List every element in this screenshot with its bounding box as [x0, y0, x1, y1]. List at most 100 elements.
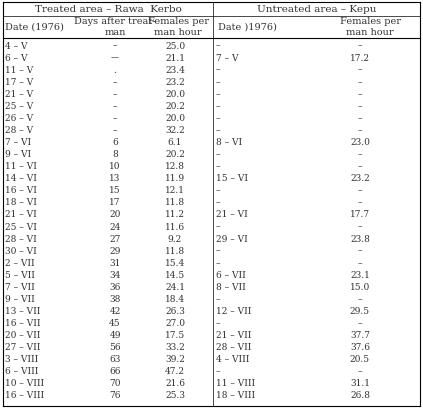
Text: 15.0: 15.0	[350, 283, 370, 292]
Text: 26 – V: 26 – V	[5, 114, 33, 123]
Text: 26.8: 26.8	[350, 391, 370, 401]
Text: 10 – VIII: 10 – VIII	[5, 379, 44, 388]
Text: 12 – VII: 12 – VII	[216, 307, 251, 316]
Text: –: –	[113, 102, 117, 111]
Text: 13: 13	[109, 174, 121, 183]
Text: –: –	[358, 126, 362, 135]
Text: –: –	[216, 150, 220, 159]
Text: 38: 38	[109, 295, 121, 304]
Text: –: –	[113, 126, 117, 135]
Text: 7 – V: 7 – V	[216, 53, 239, 62]
Text: 27.0: 27.0	[165, 319, 185, 328]
Text: 20.0: 20.0	[165, 114, 185, 123]
Text: 20.5: 20.5	[350, 355, 370, 364]
Text: 21.6: 21.6	[165, 379, 185, 388]
Text: 13 – VII: 13 – VII	[5, 307, 40, 316]
Text: 11 – VIII: 11 – VIII	[216, 379, 255, 388]
Text: 25.0: 25.0	[165, 42, 185, 51]
Text: 6.1: 6.1	[168, 138, 182, 147]
Text: 15 – VI: 15 – VI	[216, 174, 248, 183]
Text: 9 – VI: 9 – VI	[5, 150, 31, 159]
Text: 21 – VI: 21 – VI	[5, 211, 37, 220]
Text: 6 – V: 6 – V	[5, 53, 27, 62]
Text: 76: 76	[109, 391, 121, 401]
Text: –: –	[358, 186, 362, 195]
Text: 23.2: 23.2	[350, 174, 370, 183]
Text: 17: 17	[109, 198, 121, 207]
Text: 5 – VII: 5 – VII	[5, 271, 35, 280]
Text: 24.1: 24.1	[165, 283, 185, 292]
Text: 15.4: 15.4	[165, 259, 185, 268]
Text: –: –	[358, 295, 362, 304]
Text: 28 – VII: 28 – VII	[216, 343, 251, 352]
Text: 26.3: 26.3	[165, 307, 185, 316]
Text: –: –	[216, 90, 220, 99]
Text: ––: ––	[110, 53, 120, 62]
Text: 9 – VII: 9 – VII	[5, 295, 35, 304]
Text: 37.7: 37.7	[350, 331, 370, 340]
Text: 17.5: 17.5	[165, 331, 185, 340]
Text: 20.2: 20.2	[165, 150, 185, 159]
Text: –: –	[358, 367, 362, 376]
Text: 31: 31	[109, 259, 121, 268]
Text: –: –	[216, 102, 220, 111]
Text: 8 – VI: 8 – VI	[216, 138, 242, 147]
Text: 29: 29	[109, 247, 121, 256]
Text: –: –	[358, 198, 362, 207]
Text: 25 – VI: 25 – VI	[5, 222, 37, 231]
Text: –: –	[358, 102, 362, 111]
Text: 34: 34	[109, 271, 121, 280]
Text: 30 – VI: 30 – VI	[5, 247, 37, 256]
Text: 21.1: 21.1	[165, 53, 185, 62]
Text: 16 – VII: 16 – VII	[5, 319, 41, 328]
Text: 23.4: 23.4	[165, 66, 185, 75]
Text: 33.2: 33.2	[165, 343, 185, 352]
Text: –: –	[216, 114, 220, 123]
Text: –: –	[358, 90, 362, 99]
Text: 20.0: 20.0	[165, 90, 185, 99]
Text: 18 – VI: 18 – VI	[5, 198, 37, 207]
Text: 21 – VII: 21 – VII	[216, 331, 251, 340]
Text: –: –	[113, 90, 117, 99]
Text: 10: 10	[109, 162, 121, 171]
Text: 6 – VII: 6 – VII	[216, 271, 246, 280]
Text: 70: 70	[109, 379, 121, 388]
Text: –: –	[358, 42, 362, 51]
Text: –: –	[216, 295, 220, 304]
Text: 18.4: 18.4	[165, 295, 185, 304]
Text: 21 – VI: 21 – VI	[216, 211, 248, 220]
Text: 23.1: 23.1	[350, 271, 370, 280]
Text: –: –	[216, 247, 220, 256]
Text: 36: 36	[109, 283, 121, 292]
Text: 24: 24	[109, 222, 121, 231]
Text: 27 – VII: 27 – VII	[5, 343, 40, 352]
Text: 15: 15	[109, 186, 121, 195]
Text: 66: 66	[109, 367, 121, 376]
Text: 28 – V: 28 – V	[5, 126, 33, 135]
Text: 12.1: 12.1	[165, 186, 185, 195]
Text: –: –	[358, 222, 362, 231]
Text: –: –	[113, 114, 117, 123]
Text: 28 – VI: 28 – VI	[5, 235, 37, 244]
Text: 20.2: 20.2	[165, 102, 185, 111]
Text: 32.2: 32.2	[165, 126, 185, 135]
Text: 63: 63	[109, 355, 121, 364]
Text: 11.9: 11.9	[165, 174, 185, 183]
Text: Females per
man hour: Females per man hour	[148, 17, 209, 37]
Text: –: –	[216, 259, 220, 268]
Text: –: –	[358, 162, 362, 171]
Text: 11 – VI: 11 – VI	[5, 162, 37, 171]
Text: 11.6: 11.6	[165, 222, 185, 231]
Text: 23.2: 23.2	[165, 78, 185, 87]
Text: 31.1: 31.1	[350, 379, 370, 388]
Text: 16 – VIII: 16 – VIII	[5, 391, 44, 401]
Text: –: –	[216, 198, 220, 207]
Text: 8 – VII: 8 – VII	[216, 283, 246, 292]
Text: 11.8: 11.8	[165, 247, 185, 256]
Text: Date )1976): Date )1976)	[218, 22, 277, 31]
Text: 29.5: 29.5	[350, 307, 370, 316]
Text: 9.2: 9.2	[168, 235, 182, 244]
Text: Females per
man hour: Females per man hour	[340, 17, 401, 37]
Text: 8: 8	[112, 150, 118, 159]
Text: 20 – VII: 20 – VII	[5, 331, 40, 340]
